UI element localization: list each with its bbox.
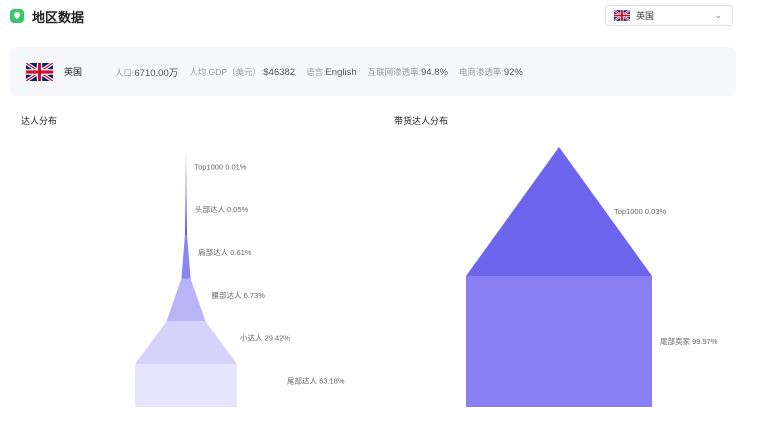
stat-value: 6710.00万 [134,67,179,79]
uk-flag-icon [614,10,630,21]
funnel-segment [166,278,206,322]
country-select-value: 英国 [636,11,655,21]
country-select[interactable]: 英国 ⌄ [605,5,733,26]
uk-flag-icon [26,62,53,81]
country-name: 英国 [64,67,83,77]
funnel-label: 头部达人 0.05% [195,204,249,214]
funnel-label: 尾部达人 63.18% [287,375,345,385]
sales-creator-distribution-title: 带货达人分布 [394,116,449,126]
funnel-label: 小达人 29.42% [240,333,290,343]
stat-value: English [325,66,357,78]
stat-value: 94.8% [421,66,448,78]
funnel-segment [466,276,652,407]
funnel-label: Top1000 0.03% [614,207,666,216]
funnel-label: 肩部达人 0.61% [198,247,252,257]
page-header: 地区数据 [10,6,84,26]
chevron-down-icon: ⌄ [714,10,722,20]
stat-language: 语言:English [306,66,357,78]
page-title: 地区数据 [32,9,85,25]
funnel-segment [134,321,238,365]
stat-ecommerce: 电商渗透率:92% [459,66,523,78]
funnel-segment [466,147,652,276]
stat-value: 92% [503,66,523,78]
funnel-segment [184,192,188,236]
stat-population: 人口:6710.00万 [115,65,178,79]
funnel-label: 腰部达人 6.73% [212,290,266,300]
funnel-segment [185,150,187,193]
funnel-label: 尾部卖家 99.97% [660,336,718,346]
funnel-label: Top1000 0.01% [194,162,246,171]
map-pin-icon [10,9,24,23]
stat-label: 语言: [306,66,326,77]
funnel-segment [134,364,238,407]
stat-gdp: 人均 GDP（美元）:$46382 [189,66,295,78]
stat-label: 互联网渗透率: [367,66,422,77]
funnel-segment [181,235,191,279]
stat-internet: 互联网渗透率:94.8% [368,66,448,78]
stat-label: 人口: [115,67,135,78]
stat-value: $46382 [263,66,296,78]
stat-label: 人均 GDP（美元）: [189,66,264,77]
country-info-bar: 英国 人口:6710.00万 人均 GDP（美元）:$46382 语言:Engl… [10,47,736,96]
creator-distribution-title: 达人分布 [21,116,58,126]
stat-label: 电商渗透率: [458,66,504,77]
